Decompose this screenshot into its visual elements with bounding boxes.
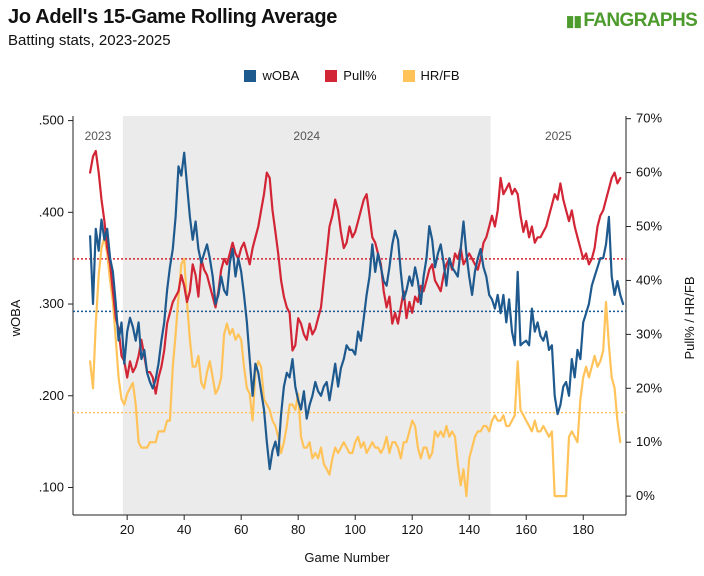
x-tick-label-80: 80: [291, 522, 305, 537]
x-tick-label-60: 60: [234, 522, 248, 537]
legend-item-hrfb: HR/FB: [402, 68, 460, 83]
y-left-tick-label-0: .100: [39, 479, 64, 494]
y-left-tick-label-2: .300: [39, 296, 64, 311]
chart-legend: wOBA Pull% HR/FB: [0, 68, 704, 83]
series-line-pull: [88, 149, 622, 395]
fangraphs-logo: ▮▮ FANGRAPHS: [566, 10, 698, 32]
season-shading: 2023 2024 2025: [85, 116, 572, 515]
chart-title: Jo Adell's 15-Game Rolling Average: [8, 6, 338, 28]
y-right-tick-label-6: 60%: [636, 165, 662, 180]
series-lines: [88, 149, 625, 498]
x-tick-label-140: 140: [458, 522, 480, 537]
legend-item-pull: Pull%: [325, 68, 377, 83]
y-right-tick-label-1: 10%: [636, 434, 662, 449]
x-tick-label-180: 180: [572, 522, 594, 537]
legend-swatch-hrfb: [402, 69, 415, 82]
y-left-tick-label-3: .400: [39, 204, 64, 219]
y-right-tick-label-3: 30%: [636, 326, 662, 341]
y-right-tick-label-2: 20%: [636, 380, 662, 395]
y-right-tick-label-0: 0%: [636, 488, 655, 503]
y-right-tick-label-5: 50%: [636, 219, 662, 234]
legend-label-hrfb: HR/FB: [420, 68, 460, 83]
legend-label-pull: Pull%: [343, 68, 377, 83]
x-axis-label: Game Number: [304, 550, 390, 565]
logo-mark-icon: ▮▮: [566, 13, 582, 30]
x-tick-label-20: 20: [120, 522, 134, 537]
series-line-woba: [88, 151, 625, 471]
season-label-2023: 2023: [85, 129, 112, 143]
axis-labels: Game Number wOBA Pull% / HR/FB: [8, 276, 697, 565]
y-left-tick-label-4: .500: [39, 113, 64, 128]
y-left-tick-label-1: .200: [39, 388, 64, 403]
logo-text: FANGRAPHS: [583, 10, 698, 31]
chart-subtitle: Batting stats, 2023-2025: [8, 32, 171, 49]
x-tick-label-160: 160: [515, 522, 537, 537]
legend-item-woba: wOBA: [244, 68, 299, 83]
x-tick-label-120: 120: [401, 522, 423, 537]
season-label-2024: 2024: [293, 129, 320, 143]
x-tick-label-100: 100: [344, 522, 366, 537]
y-axis-label-left: wOBA: [8, 299, 23, 337]
season-label-2025: 2025: [545, 129, 572, 143]
x-tick-label-40: 40: [177, 522, 191, 537]
y-axis-label-right: Pull% / HR/FB: [682, 276, 697, 359]
legend-swatch-woba: [244, 69, 257, 82]
series-line-hrfb: [88, 236, 622, 498]
axes: 20 40 60 80 100 120 140 160 180 .100 .200 .300 .400.…: [39, 111, 663, 537]
legend-swatch-pull: [325, 69, 338, 82]
legend-label-woba: wOBA: [262, 68, 300, 83]
y-right-tick-label-4: 40%: [636, 272, 662, 287]
y-right-tick-label-7: 70%: [636, 111, 662, 126]
